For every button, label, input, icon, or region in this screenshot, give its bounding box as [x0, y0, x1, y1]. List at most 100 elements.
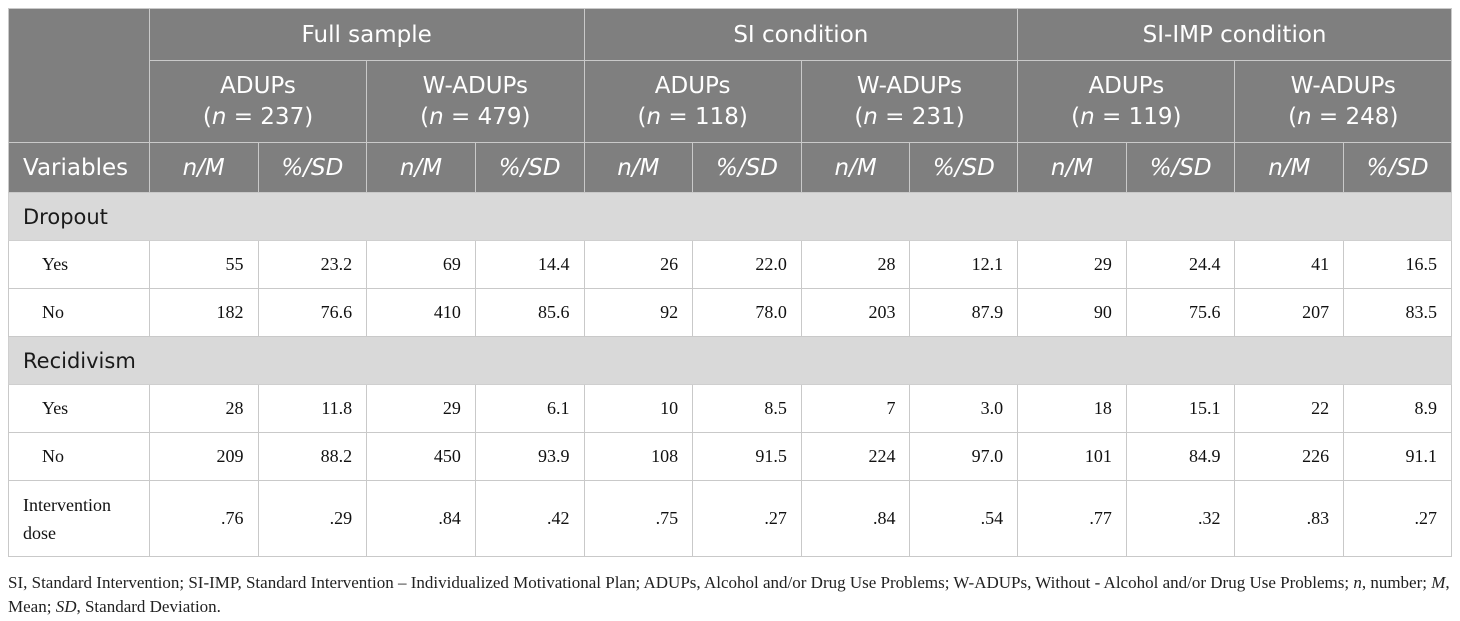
col-header-n-m: n/M: [366, 142, 476, 193]
col-header-pct-sd: %/SD: [1125, 142, 1236, 193]
table-cell: 41: [1234, 240, 1345, 289]
table-cell: .32: [1125, 480, 1236, 557]
table-cell: 11.8: [257, 384, 368, 433]
table-cell: 101: [1017, 432, 1127, 481]
table-row: Yes 55 23.2 69 14.4 26 22.0 28 12.1 29 24.4 41 16.5: [8, 240, 1452, 289]
table-row: No 209 88.2 450 93.9 108 91.5 224 97.0 101 84.9 22…: [8, 432, 1452, 481]
group-header-si-imp: SI-IMP condition: [1017, 8, 1452, 61]
table-cell: 8.9: [1343, 384, 1452, 433]
table-cell: 83.5: [1343, 288, 1452, 337]
table-cell: 28: [800, 240, 911, 289]
table-cell: 92: [583, 288, 694, 337]
table-cell: .54: [909, 480, 1019, 557]
table-cell: 97.0: [909, 432, 1019, 481]
table-header: Full sample SI condition SI-IMP conditio…: [8, 8, 1452, 193]
table-cell: 93.9: [474, 432, 585, 481]
col-header-n-m: n/M: [1017, 142, 1127, 193]
table-row: Intervention dose .76.29.84.42.75.27.84.5…: [8, 480, 1452, 557]
table-cell: 26: [583, 240, 694, 289]
row-label: Intervention dose: [8, 480, 150, 557]
table-cell: 84.9: [1125, 432, 1236, 481]
row-label: No: [8, 288, 150, 337]
table-cell: 23.2: [257, 240, 368, 289]
group-header-full-sample: Full sample: [148, 8, 585, 61]
group-header-si: SI condition: [583, 8, 1019, 61]
table-cell: .76: [148, 480, 259, 557]
table-cell: 91.1: [1343, 432, 1452, 481]
table-cell: 76.6: [257, 288, 368, 337]
results-table: Full sample SI condition SI-IMP conditio…: [8, 8, 1452, 557]
table-cell: .42: [474, 480, 585, 557]
header-corner: [8, 8, 150, 143]
table-cell: 224: [800, 432, 911, 481]
table-row: No 182 76.6 410 85.6 92 78.0 203 87.9 90 75.6 207 8…: [8, 288, 1452, 337]
table-cell: 12.1: [909, 240, 1019, 289]
col-header-n-m: n/M: [583, 142, 694, 193]
table-cell: 22: [1234, 384, 1345, 433]
table-cell: 410: [366, 288, 476, 337]
table-footnote: SI, Standard Intervention; SI-IMP, Stand…: [8, 573, 1450, 616]
col-header-pct-sd: %/SD: [1343, 142, 1452, 193]
table-cell: 91.5: [692, 432, 802, 481]
subgroup-header: W-ADUPs (n = 248): [1234, 60, 1452, 143]
table-cell: 88.2: [257, 432, 368, 481]
results-table-container: Full sample SI condition SI-IMP conditio…: [8, 8, 1452, 557]
table-cell: 78.0: [692, 288, 802, 337]
table-cell: 207: [1234, 288, 1345, 337]
col-header-pct-sd: %/SD: [257, 142, 368, 193]
subgroup-header: ADUPs (n = 237): [148, 60, 368, 143]
table-cell: .29: [257, 480, 368, 557]
table-cell: 55: [148, 240, 259, 289]
table-cell: .84: [800, 480, 911, 557]
col-header-pct-sd: %/SD: [909, 142, 1019, 193]
table-cell: 6.1: [474, 384, 585, 433]
col-header-n-m: n/M: [1234, 142, 1345, 193]
subgroup-header: ADUPs (n = 118): [583, 60, 802, 143]
col-header-pct-sd: %/SD: [474, 142, 585, 193]
table-cell: 182: [148, 288, 259, 337]
section-label: Dropout: [8, 192, 1452, 241]
col-header-pct-sd: %/SD: [692, 142, 802, 193]
table-cell: 15.1: [1125, 384, 1236, 433]
table-cell: 18: [1017, 384, 1127, 433]
table-cell: 16.5: [1343, 240, 1452, 289]
table-cell: 75.6: [1125, 288, 1236, 337]
table-cell: 450: [366, 432, 476, 481]
subgroup-header: ADUPs (n = 119): [1017, 60, 1236, 143]
row-label: Yes: [8, 240, 150, 289]
table-cell: 3.0: [909, 384, 1019, 433]
table-cell: 8.5: [692, 384, 802, 433]
table-cell: 14.4: [474, 240, 585, 289]
table-cell: 209: [148, 432, 259, 481]
table-cell: .84: [366, 480, 476, 557]
table-cell: .77: [1017, 480, 1127, 557]
variables-header: Variables: [8, 142, 150, 193]
table-cell: 69: [366, 240, 476, 289]
table-cell: 7: [800, 384, 911, 433]
subgroup-header: W-ADUPs (n = 231): [800, 60, 1019, 143]
table-row: Yes 28 11.8 29 6.1 10 8.5 7 3.0 18 15.1 22 8.9: [8, 384, 1452, 433]
table-cell: 24.4: [1125, 240, 1236, 289]
table-cell: 22.0: [692, 240, 802, 289]
table-cell: .27: [1343, 480, 1452, 557]
table-cell: 90: [1017, 288, 1127, 337]
section-row-recidivism: Recidivism: [8, 336, 1452, 385]
section-label: Recidivism: [8, 336, 1452, 385]
section-row-dropout: Dropout: [8, 192, 1452, 241]
table-cell: 87.9: [909, 288, 1019, 337]
table-cell: .27: [692, 480, 802, 557]
table-cell: 29: [366, 384, 476, 433]
col-header-n-m: n/M: [148, 142, 259, 193]
table-cell: .75: [583, 480, 694, 557]
row-label: No: [8, 432, 150, 481]
table-cell: .83: [1234, 480, 1345, 557]
col-header-n-m: n/M: [800, 142, 911, 193]
table-cell: 85.6: [474, 288, 585, 337]
table-cell: 203: [800, 288, 911, 337]
table-cell: 29: [1017, 240, 1127, 289]
row-label: Yes: [8, 384, 150, 433]
table-body: Dropout Yes 55 23.2 69 14.4 26 22.0 28 12.1 29 24…: [8, 192, 1452, 557]
table-cell: 10: [583, 384, 694, 433]
table-cell: 226: [1234, 432, 1345, 481]
table-cell: 28: [148, 384, 259, 433]
